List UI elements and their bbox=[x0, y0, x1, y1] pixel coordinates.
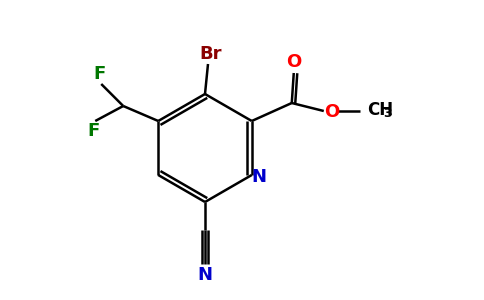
Text: 3: 3 bbox=[383, 107, 392, 121]
Text: O: O bbox=[324, 103, 339, 121]
Text: F: F bbox=[87, 122, 99, 140]
Text: O: O bbox=[286, 53, 302, 71]
Text: N: N bbox=[251, 168, 266, 186]
Text: N: N bbox=[197, 266, 212, 284]
Text: CH: CH bbox=[367, 101, 393, 119]
Text: Br: Br bbox=[200, 45, 222, 63]
Text: F: F bbox=[93, 65, 106, 83]
